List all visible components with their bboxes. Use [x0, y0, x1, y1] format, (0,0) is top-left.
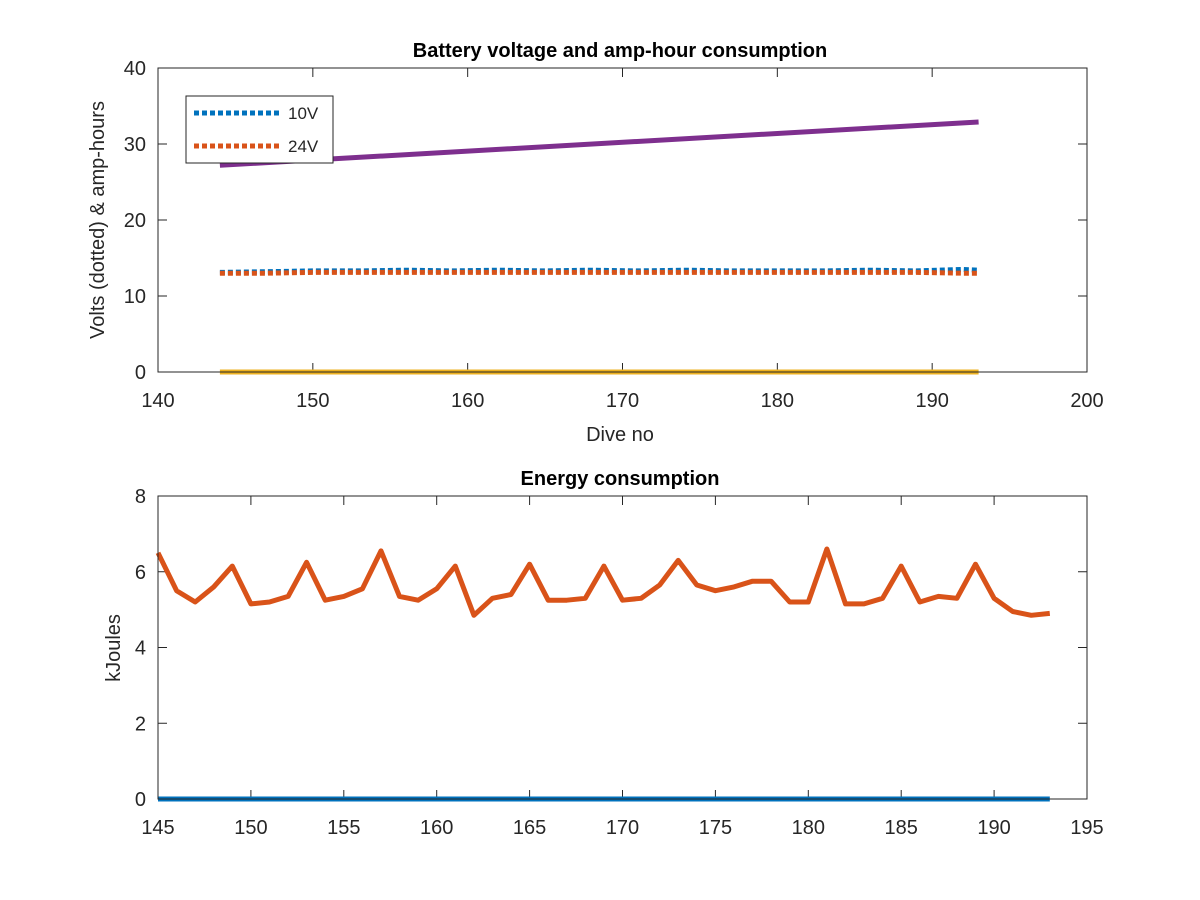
y-tick-label: 0: [135, 789, 146, 811]
x-tick-label: 185: [885, 817, 918, 839]
y-tick-label: 8: [135, 486, 146, 508]
x-tick-label: 170: [606, 390, 639, 412]
x-tick-label: 180: [761, 390, 794, 412]
series-line-24v: [219, 269, 979, 276]
battery-y-axis-label: Volts (dotted) & amp-hours: [87, 101, 109, 339]
battery-voltage-subplot: Battery voltage and amp-hour consumption…: [87, 40, 1104, 446]
x-tick-label: 175: [699, 817, 732, 839]
y-tick-label: 40: [124, 58, 146, 80]
x-tick-label: 145: [141, 817, 174, 839]
x-tick-label: 140: [141, 390, 174, 412]
energy-consumption-subplot: Energy consumption kJoules 145 150 155 160 1…: [103, 468, 1104, 839]
x-tick-label: 170: [606, 817, 639, 839]
y-tick-label: 0: [135, 362, 146, 384]
y-tick-label: 20: [124, 210, 146, 232]
x-tick-label: 160: [420, 817, 453, 839]
energy-axes-box: [157, 495, 1088, 800]
x-tick-label: 190: [977, 817, 1010, 839]
x-tick-label: 150: [234, 817, 267, 839]
energy-y-axis-label: kJoules: [103, 614, 125, 682]
y-tick-label: 4: [135, 638, 146, 660]
energy-plot-title: Energy consumption: [521, 468, 720, 490]
y-tick-label: 30: [124, 134, 146, 156]
y-tick-label: 10: [124, 286, 146, 308]
x-tick-label: 190: [915, 390, 948, 412]
y-tick-label: 6: [135, 562, 146, 584]
legend-box: [185, 95, 334, 164]
battery-axes-box: [157, 67, 1088, 373]
battery-ticks: 140 150 160 170 180 190 200 0 10 20 30 40: [124, 58, 1104, 412]
energy-ticks: 145 150 155 160 165 170 175 180 185 190 195 0 2 4 6 8: [135, 486, 1104, 839]
x-tick-label: 155: [327, 817, 360, 839]
x-tick-label: 150: [296, 390, 329, 412]
x-tick-label: 160: [451, 390, 484, 412]
battery-x-axis-label: Dive no: [586, 424, 654, 446]
legend-label-10v: 10V: [288, 104, 319, 123]
y-tick-label: 2: [135, 713, 146, 735]
x-tick-label: 180: [792, 817, 825, 839]
series-line-series-1: [155, 546, 1051, 618]
x-tick-label: 165: [513, 817, 546, 839]
x-tick-label: 200: [1070, 390, 1103, 412]
legend-label-24v: 24V: [288, 137, 319, 156]
battery-plot-title: Battery voltage and amp-hour consumption: [413, 40, 827, 62]
series-line-series-3: [219, 119, 979, 168]
x-tick-label: 195: [1070, 817, 1103, 839]
battery-legend: 10V 24V: [185, 95, 334, 164]
